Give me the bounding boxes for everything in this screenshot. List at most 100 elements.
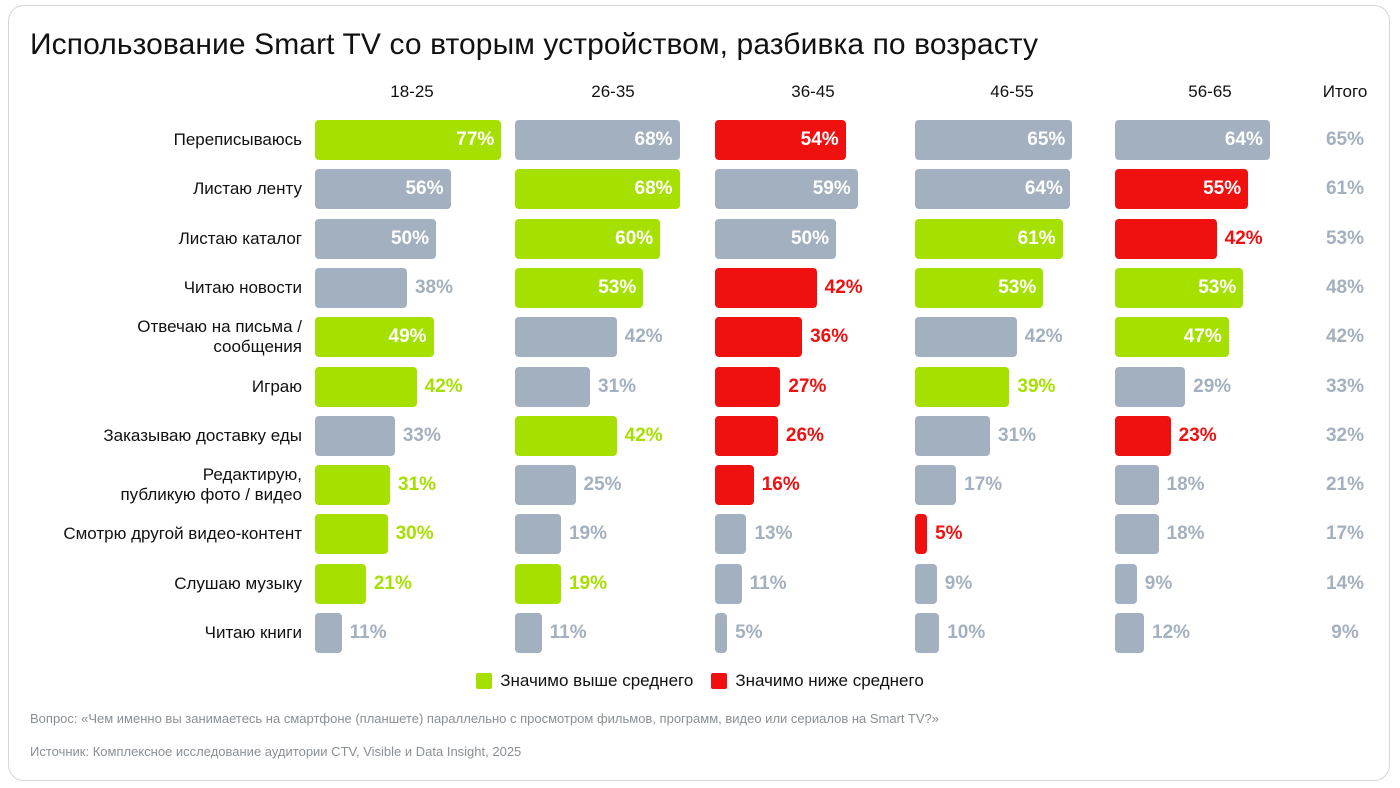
row-label-line: Листаю каталог: [178, 228, 302, 248]
bar-56-65-7: [1115, 415, 1171, 456]
data-label: 42%: [1024, 326, 1063, 348]
total-value: 65%: [1325, 129, 1365, 150]
data-label: 9%: [944, 572, 973, 594]
row-label: Играю: [20, 367, 302, 407]
data-label: 11%: [549, 622, 587, 643]
total-value: 42%: [1325, 326, 1365, 348]
bar-26-35-8: [515, 465, 576, 506]
data-label: 53%: [1198, 276, 1237, 298]
legend: Значимо выше среднего Значимо ниже средн…: [0, 671, 1400, 691]
data-label: 25%: [583, 474, 622, 496]
row-label: Смотрю другой видео-контент: [20, 514, 302, 554]
bar-26-35-5: [515, 317, 617, 358]
data-label: 30%: [395, 523, 434, 545]
bar-36-45-7: [715, 415, 778, 456]
bar-46-55-8: [915, 465, 957, 506]
row-label-line: сообщения: [213, 337, 302, 357]
data-label: 55%: [1203, 178, 1242, 200]
bar-46-55-7: [915, 415, 991, 456]
data-label: 9%: [1144, 572, 1173, 594]
row-label: Читаю книги: [20, 613, 302, 653]
data-label: 50%: [790, 227, 829, 249]
data-label: 68%: [634, 178, 673, 200]
bar-46-55-6: [915, 366, 1010, 407]
bar-18-25-3: [315, 218, 436, 259]
bar-36-45-4: [715, 267, 817, 308]
bar-18-25-7: [315, 415, 395, 456]
legend-above-label: Значимо выше среднего: [500, 671, 694, 690]
bar-56-65-1: [1115, 120, 1270, 160]
data-label: 10%: [947, 622, 986, 643]
data-label: 64%: [1024, 178, 1063, 200]
data-label: 12%: [1152, 622, 1191, 643]
bar-56-65-5: [1115, 317, 1229, 358]
bar-26-35-4: [515, 267, 644, 308]
row-label-line: Редактирую,: [202, 465, 302, 485]
data-label: 11%: [749, 572, 787, 594]
row-label-text: Листаю ленту: [193, 179, 302, 199]
row-label: Читаю новости: [20, 268, 302, 308]
row-label-text: Читаю новости: [184, 278, 302, 298]
column-header-36-45: 36-45: [791, 82, 835, 101]
bar-26-35-3: [515, 218, 661, 259]
data-label: 19%: [568, 572, 607, 594]
row-label-line: Заказываю доставку еды: [103, 425, 302, 445]
data-label: 36%: [810, 326, 849, 348]
bar-46-55-4: [915, 267, 1044, 308]
bar-18-25-1: [315, 120, 502, 160]
bar-56-65-9: [1115, 514, 1159, 555]
total-value: 32%: [1325, 424, 1365, 446]
data-label: 31%: [598, 375, 637, 397]
row-label-line: Переписываюсь: [173, 130, 302, 149]
data-label: 21%: [373, 572, 412, 594]
data-label: 16%: [761, 474, 800, 496]
data-label: 42%: [824, 276, 863, 298]
column-header-18-25: 18-25: [390, 82, 434, 101]
bar-46-55-5: [915, 317, 1017, 358]
row-label-line: Читаю книги: [204, 623, 302, 642]
row-label: Отвечаю на письма / сообщения: [20, 317, 302, 357]
data-label: 50%: [390, 227, 429, 249]
data-label: 29%: [1193, 375, 1232, 397]
bar-18-25-8: [315, 465, 391, 506]
data-label: 13%: [754, 523, 793, 545]
data-label: 47%: [1183, 326, 1222, 348]
data-label: 53%: [598, 276, 637, 298]
legend-below-swatch: [711, 673, 728, 689]
data-label: 60%: [615, 227, 654, 249]
total-value: 14%: [1325, 572, 1365, 594]
total-value: 21%: [1325, 474, 1365, 496]
column-header-26-35: 26-35: [591, 82, 635, 101]
legend-below-label: Значимо ниже среднего: [735, 671, 924, 690]
data-label: 18%: [1166, 474, 1205, 496]
bar-56-65-10: [1115, 563, 1137, 604]
row-label-line: Читаю новости: [183, 277, 302, 297]
row-label: Листаю ленту: [20, 169, 302, 209]
data-label: 27%: [788, 375, 827, 397]
row-label: Заказываю доставку еды: [20, 416, 302, 456]
row-label-line: публикую фото / видео: [120, 485, 302, 505]
bar-46-55-11: [915, 613, 940, 653]
bar-18-25-5: [315, 317, 434, 358]
bar-36-45-10: [715, 563, 742, 604]
legend-above-swatch: [476, 673, 493, 689]
row-label-text: Читаю книги: [205, 623, 302, 643]
total-value: 61%: [1325, 178, 1365, 200]
data-label: 26%: [785, 424, 824, 446]
chart-title: Использование Smart TV со вторым устройс…: [30, 28, 1039, 61]
legend-above: Значимо выше среднего: [476, 671, 693, 691]
bar-36-45-1: [715, 120, 846, 160]
bar-18-25-2: [315, 169, 451, 210]
data-label: 53%: [998, 276, 1037, 298]
total-value: 53%: [1325, 227, 1365, 249]
row-label-text: Заказываю доставку еды: [103, 426, 302, 446]
bar-18-25-6: [315, 366, 417, 407]
data-label: 68%: [634, 129, 673, 150]
bar-36-45-5: [715, 317, 803, 358]
bar-46-55-1: [915, 120, 1073, 160]
row-label-text: Редактирую, публикую фото / видео: [120, 465, 302, 505]
bar-36-45-11: [715, 613, 728, 653]
bar-18-25-4: [315, 267, 407, 308]
data-label: 17%: [964, 474, 1003, 496]
bar-18-25-10: [315, 563, 366, 604]
